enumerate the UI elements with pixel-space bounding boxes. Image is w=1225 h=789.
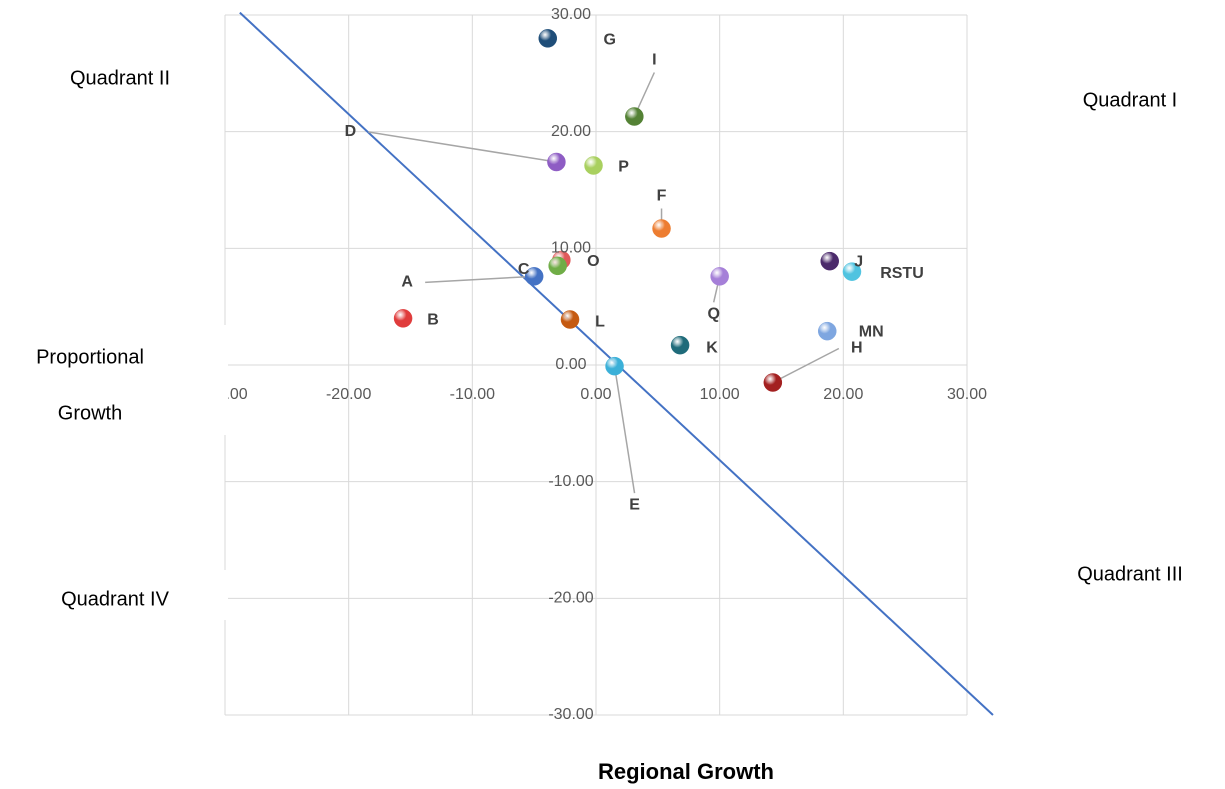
y-tick-label: 0.00: [555, 356, 586, 373]
point: [560, 310, 580, 329]
x-tick-label: 10.00: [700, 386, 740, 403]
point-label: I: [652, 52, 656, 69]
quadrant-label: Quadrant II: [70, 67, 170, 89]
point: [584, 156, 603, 175]
point: [652, 219, 671, 238]
leader-line: [772, 347, 840, 384]
y-tick-label: 30.00: [551, 6, 591, 23]
point-label: E: [629, 496, 640, 513]
point-label: RSTU: [880, 265, 924, 282]
point: [524, 267, 544, 286]
x-tick-label: -10.00: [450, 386, 495, 403]
point: [393, 309, 413, 328]
label-background: [0, 570, 228, 620]
point-label: L: [595, 314, 605, 331]
point-label: K: [706, 339, 718, 356]
quadrant-label: Quadrant III: [1077, 563, 1183, 585]
point: [538, 29, 558, 48]
leader-line: [425, 275, 535, 284]
x-tick-label: -20.00: [326, 386, 371, 403]
x-tick-label: 30.00: [947, 386, 987, 403]
point-label: A: [401, 274, 413, 291]
point-label: H: [851, 340, 863, 357]
point-label: MN: [859, 323, 884, 340]
point: [842, 262, 862, 281]
point-label: J: [854, 253, 863, 270]
point-label: O: [587, 253, 599, 270]
point-label: F: [657, 188, 667, 205]
point-label: C: [518, 261, 530, 278]
point-label: P: [618, 159, 629, 176]
y-tick-label: 20.00: [551, 123, 591, 140]
point: [625, 107, 644, 126]
point: [818, 321, 837, 341]
leader-line: [368, 131, 557, 163]
point-label: D: [345, 123, 357, 140]
y-axis-title: Proportional: [36, 346, 144, 368]
point: [710, 267, 729, 286]
quadrant-label: Quadrant I: [1083, 89, 1178, 111]
y-tick-label: 10.00: [551, 240, 591, 257]
point-label: G: [604, 32, 616, 49]
label-background: [0, 325, 228, 435]
x-tick-label: 0.00: [580, 386, 611, 403]
point-label: Q: [707, 306, 719, 323]
x-axis-title: Regional Growth: [598, 759, 774, 784]
point: [547, 152, 566, 172]
leader-line: [613, 366, 636, 494]
point: [605, 356, 624, 376]
point: [763, 373, 783, 392]
y-tick-label: -30.00: [548, 706, 593, 723]
x-tick-label: 20.00: [823, 386, 863, 403]
quadrant-label: Quadrant IV: [61, 588, 170, 610]
y-axis-title: Growth: [58, 402, 122, 424]
y-tick-label: -10.00: [548, 473, 593, 490]
y-tick-label: -20.00: [548, 590, 593, 607]
point-label: B: [427, 312, 439, 329]
point: [670, 335, 690, 355]
point: [548, 256, 567, 276]
point: [820, 251, 839, 271]
